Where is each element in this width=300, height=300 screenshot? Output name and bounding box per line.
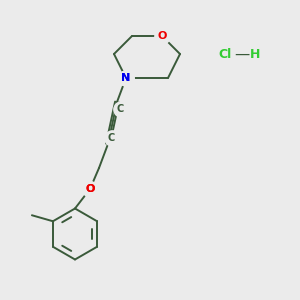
Text: O: O xyxy=(85,184,95,194)
Text: N: N xyxy=(122,73,130,83)
Text: Cl: Cl xyxy=(218,47,232,61)
Text: C: C xyxy=(108,133,115,143)
Text: O: O xyxy=(85,184,95,194)
Text: —: — xyxy=(234,46,249,62)
Text: O: O xyxy=(157,31,167,41)
Text: N: N xyxy=(122,73,130,83)
Text: H: H xyxy=(250,47,260,61)
Text: C: C xyxy=(117,103,124,114)
